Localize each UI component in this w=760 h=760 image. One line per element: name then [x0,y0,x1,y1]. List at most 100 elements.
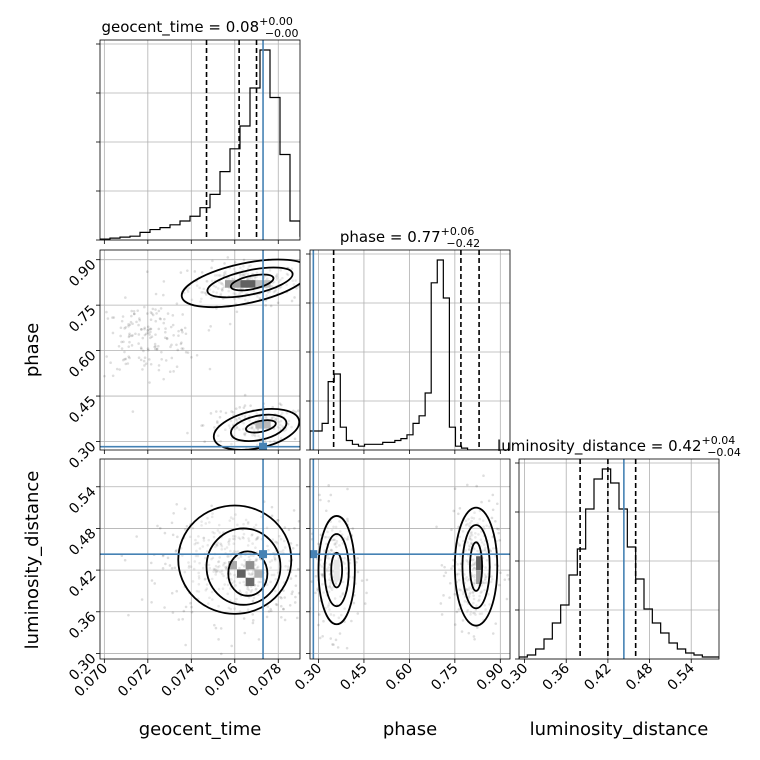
sample-point [466,483,469,487]
sample-point [304,289,307,292]
sample-point [242,406,246,409]
sample-point [216,529,220,532]
sample-point [247,555,251,559]
sample-point [270,514,274,518]
sample-point [204,588,208,592]
sample-point [256,584,260,588]
sample-point [284,564,287,568]
sample-point [290,299,294,303]
sample-point [196,554,200,558]
histogram-phase [310,259,510,450]
sample-point [273,557,277,560]
sample-point [208,288,212,291]
sample-point [457,512,460,516]
sample-point [240,563,244,566]
sample-point [247,588,251,592]
sample-point [278,286,281,290]
sample-point [239,266,242,270]
sample-point [163,317,166,321]
sample-point [272,280,276,284]
x-tick-label: 0.48 [623,661,656,694]
sample-point [286,273,290,277]
sample-point [452,558,455,562]
sample-point [448,596,451,599]
sample-point [279,419,283,423]
sample-point [338,520,341,523]
sample-point [127,323,130,326]
sample-point [176,348,180,352]
sample-point [220,572,224,576]
sample-point [483,573,487,576]
sample-point [338,544,341,547]
sample-point [472,563,476,567]
sample-point [195,549,198,553]
sample-point [287,419,291,423]
sample-point [171,314,175,317]
sample-point [233,537,236,541]
sample-point [301,537,304,540]
sample-point [474,561,477,565]
density-cell [236,569,246,578]
sample-point [259,577,263,580]
sample-point [248,419,251,422]
sample-point [140,347,143,351]
sample-point [279,269,282,272]
x-tick-label: 0.60 [383,661,416,694]
sample-point [466,522,469,526]
sample-point [242,273,246,277]
sample-point [255,275,258,279]
sample-point [211,556,215,560]
sample-point [292,409,295,413]
x-ticks-phase: 0.30 0.45 0.60 0.75 0.90 [292,659,507,694]
sample-point [219,627,223,630]
sample-point [281,276,284,280]
sample-point [277,420,281,424]
sample-point [295,616,299,620]
sample-point [279,436,283,440]
sample-point [212,570,215,573]
sample-point [88,341,91,344]
sample-point [234,600,237,604]
sample-point [458,543,461,546]
sample-point [130,344,134,347]
sample-point [324,607,327,610]
density-cell [254,569,264,578]
sample-point [243,583,247,587]
x-ticks-geocent_time [103,450,279,454]
sample-point [130,334,133,338]
sample-point [246,585,250,589]
sample-point [111,331,115,335]
sample-point [201,424,205,427]
sample-point [208,596,211,600]
sample-point [229,549,232,553]
sample-point [488,525,491,528]
sample-point [327,569,331,572]
sample-point [217,523,221,527]
sample-point [440,563,444,567]
sample-point [297,591,300,595]
sample-point [235,597,238,601]
sample-point [332,525,335,529]
sample-point [206,516,209,520]
sample-point [105,310,108,314]
title-upper: +0.04 [702,434,736,447]
sample-point [293,527,296,530]
density-cell [333,559,340,581]
sample-point [470,542,473,545]
sample-point [157,309,161,313]
sample-point [218,556,222,559]
sample-point [471,591,475,594]
sample-point [273,555,276,559]
sample-point [471,568,475,571]
sample-point [294,584,298,587]
sample-point [276,301,280,305]
sample-point [249,264,252,267]
density-cell [476,570,483,584]
sample-point [475,604,478,607]
sample-point [187,286,191,290]
sample-point [165,336,169,340]
sample-point [294,279,297,282]
sample-point [287,422,290,426]
sample-point [442,594,445,597]
sample-point [154,292,158,296]
